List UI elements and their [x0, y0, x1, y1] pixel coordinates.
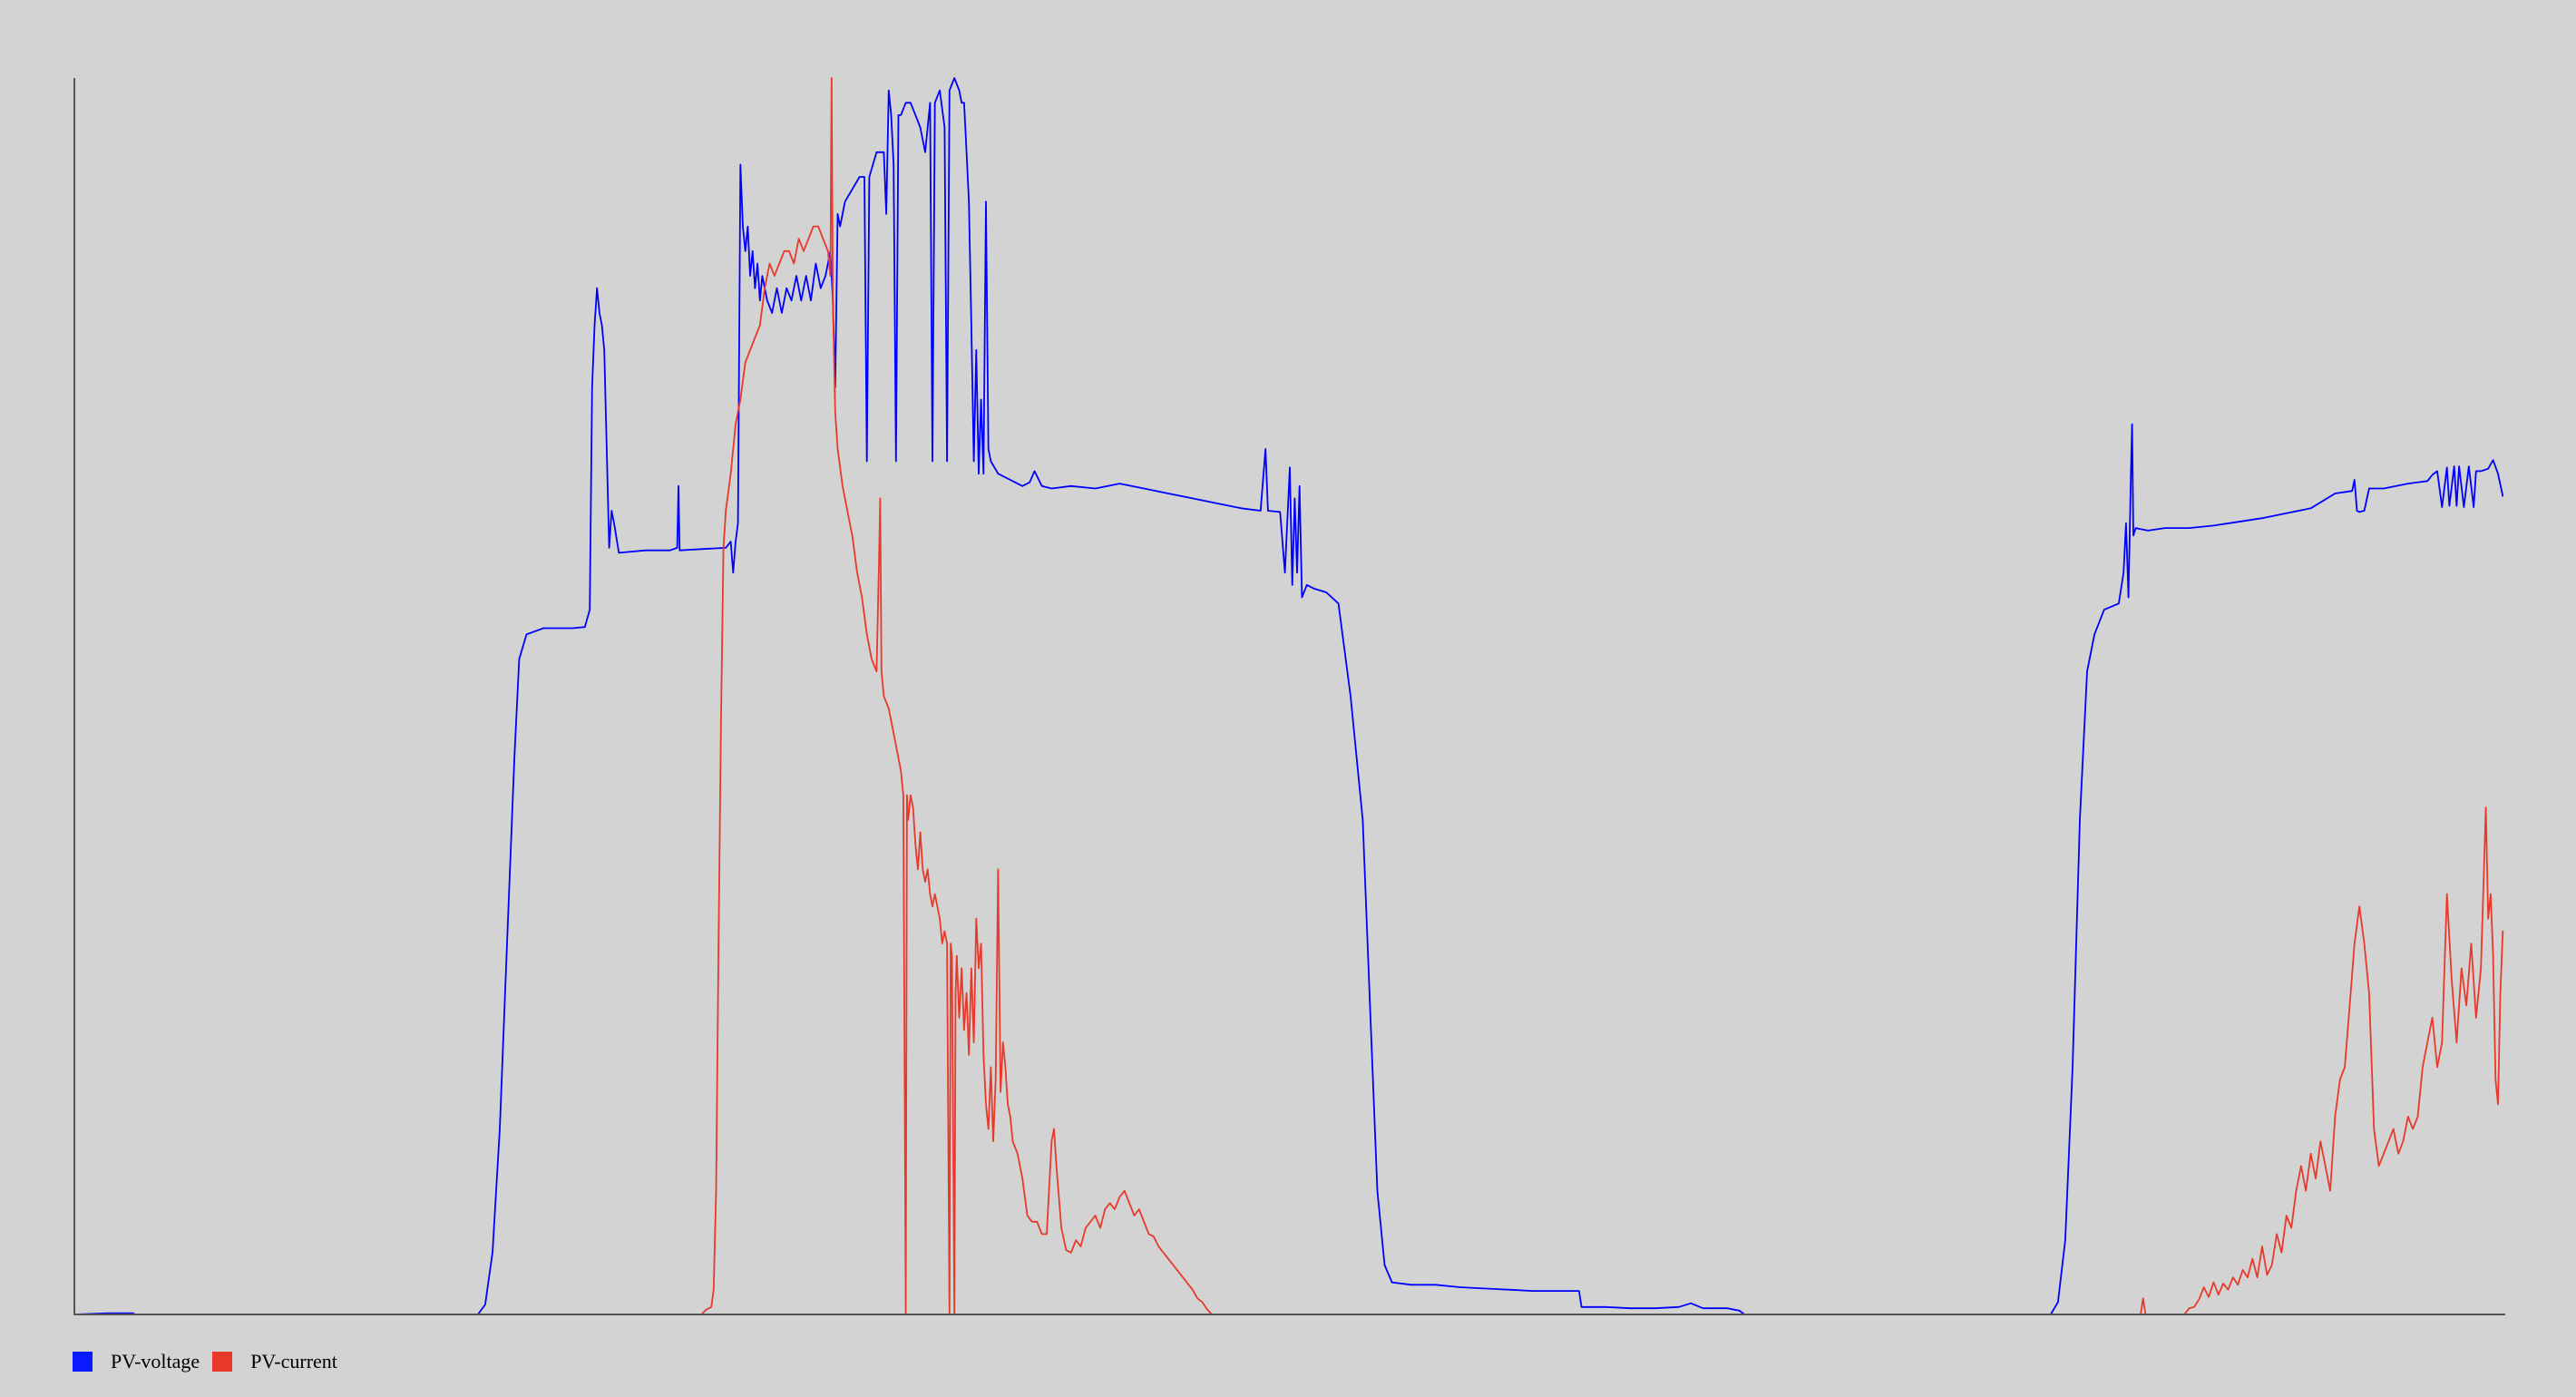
legend-swatch-pv-current: [212, 1352, 233, 1372]
series-line-pv-current: [73, 77, 2504, 1315]
legend: PV-voltage PV-current: [73, 1348, 350, 1375]
legend-label-pv-voltage: PV-voltage: [111, 1350, 200, 1373]
legend-item-pv-voltage[interactable]: PV-voltage: [73, 1350, 200, 1373]
legend-label-pv-current: PV-current: [250, 1350, 337, 1373]
series-layer: [73, 77, 2504, 1315]
legend-item-pv-current[interactable]: PV-current: [212, 1350, 337, 1373]
series-line-pv-voltage: [73, 77, 2504, 1315]
legend-swatch-pv-voltage: [73, 1352, 93, 1372]
